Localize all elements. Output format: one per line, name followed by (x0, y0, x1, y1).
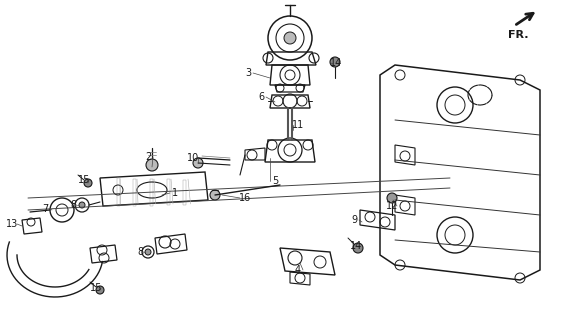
Text: 15: 15 (90, 283, 102, 293)
Circle shape (387, 193, 397, 203)
Circle shape (353, 243, 363, 253)
Text: 8: 8 (70, 200, 76, 210)
Circle shape (284, 32, 296, 44)
Circle shape (79, 202, 85, 208)
Text: 14: 14 (330, 58, 342, 68)
Text: 1: 1 (172, 188, 178, 198)
Text: 3: 3 (245, 68, 251, 78)
Text: 7: 7 (42, 204, 48, 214)
Text: 15: 15 (78, 175, 90, 185)
Text: 12: 12 (386, 201, 398, 211)
Text: 14: 14 (350, 241, 362, 251)
Circle shape (145, 249, 151, 255)
Circle shape (146, 159, 158, 171)
Text: 13: 13 (6, 219, 18, 229)
Circle shape (96, 286, 104, 294)
Text: 11: 11 (292, 120, 304, 130)
Text: 9: 9 (351, 215, 357, 225)
Text: 8: 8 (137, 247, 143, 257)
Circle shape (193, 158, 203, 168)
Text: 10: 10 (187, 153, 199, 163)
Text: 2: 2 (145, 152, 151, 162)
Text: 5: 5 (272, 176, 278, 186)
Text: 16: 16 (239, 193, 251, 203)
Circle shape (330, 57, 340, 67)
Text: 4: 4 (295, 265, 301, 275)
Circle shape (210, 190, 220, 200)
Text: FR.: FR. (508, 30, 529, 40)
Circle shape (84, 179, 92, 187)
Text: 6: 6 (258, 92, 264, 102)
